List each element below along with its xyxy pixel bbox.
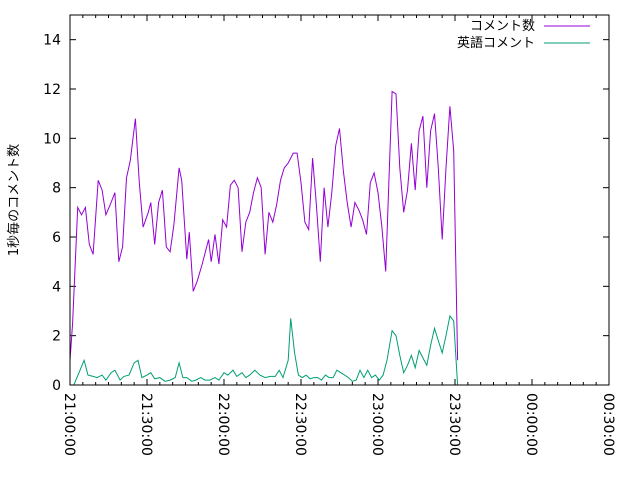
series-line-1 (69, 90, 459, 361)
x-tick-label: 21:00:00 (61, 393, 77, 456)
legend-label-2: 英語コメント (457, 35, 535, 51)
y-tick-label: 14 (43, 33, 61, 49)
x-tick-label: 22:30:00 (292, 393, 308, 456)
x-tick-label: 21:30:00 (138, 393, 154, 456)
y-tick-label: 0 (52, 378, 61, 394)
y-axis-ticks: 0 2 4 6 8 10 12 14 (43, 33, 609, 394)
y-tick-label: 6 (52, 230, 61, 246)
x-tick-label: 00:30:00 (600, 393, 616, 456)
x-tick-label: 23:00:00 (369, 393, 385, 456)
y-tick-label: 2 (52, 329, 61, 345)
x-tick-label: 23:30:00 (446, 393, 462, 456)
series-line-2 (70, 314, 459, 386)
x-tick-label: 00:00:00 (523, 393, 539, 456)
y-tick-label: 8 (52, 181, 61, 197)
y-tick-label: 12 (43, 82, 61, 98)
y-tick-label: 10 (43, 131, 61, 147)
y-axis-label: 1秒毎のコメント数 (6, 144, 22, 256)
y-tick-label: 4 (52, 279, 61, 295)
x-tick-label: 22:00:00 (215, 393, 231, 456)
x-axis-ticks: 21:00:00 21:30:00 22:00:00 22:30:00 23:00:00… (61, 15, 616, 456)
plot-frame (69, 14, 610, 386)
series-layer (69, 90, 459, 386)
legend-label-1: コメント数 (470, 19, 535, 34)
